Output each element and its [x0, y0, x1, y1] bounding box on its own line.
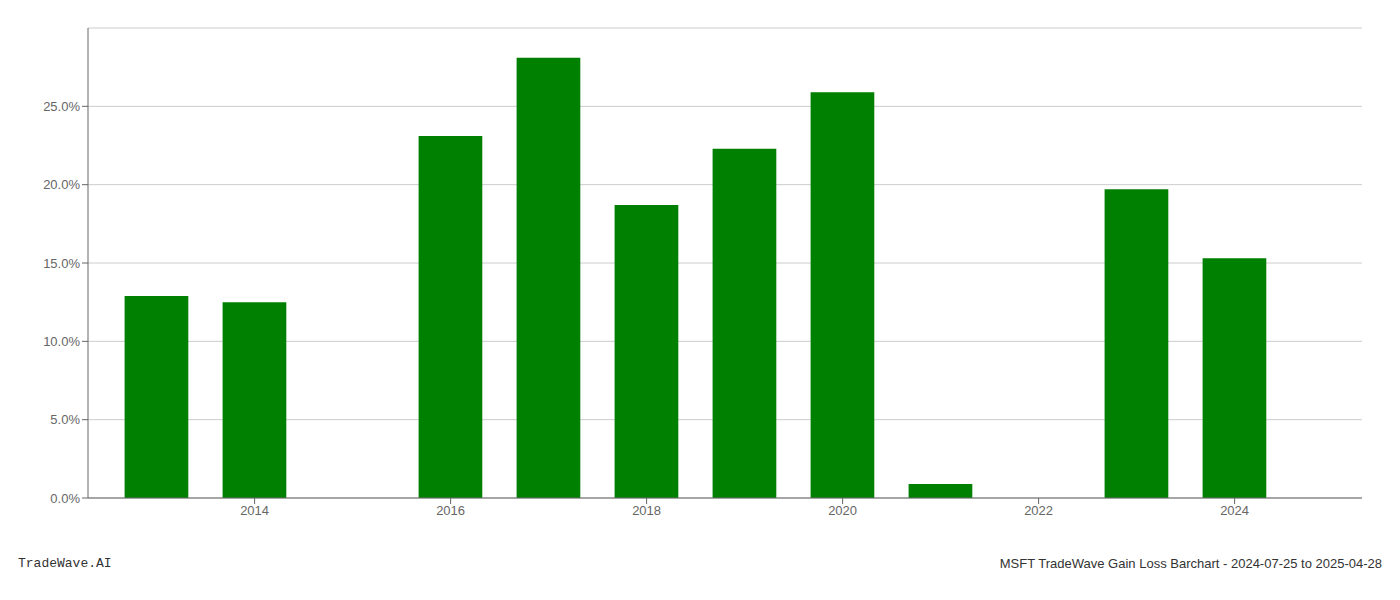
svg-text:25.0%: 25.0%: [43, 99, 80, 114]
svg-text:2018: 2018: [632, 503, 661, 518]
svg-text:20.0%: 20.0%: [43, 177, 80, 192]
svg-text:2014: 2014: [240, 503, 269, 518]
html-text:TradeWave.AI: TradeWave.AI: [18, 556, 112, 571]
svg-text:15.0%: 15.0%: [43, 256, 80, 271]
svg-text:2020: 2020: [828, 503, 857, 518]
svg-text:2024: 2024: [1220, 503, 1249, 518]
svg-text:10.0%: 10.0%: [43, 334, 80, 349]
svg-text:2022: 2022: [1024, 503, 1053, 518]
svg-text:5.0%: 5.0%: [50, 412, 80, 427]
svg-text:2016: 2016: [436, 503, 465, 518]
html-text:MSFT TradeWave Gain Loss Barch: MSFT TradeWave Gain Loss Barchart - 2024…: [999, 556, 1382, 571]
svg-text:0.0%: 0.0%: [50, 491, 80, 506]
